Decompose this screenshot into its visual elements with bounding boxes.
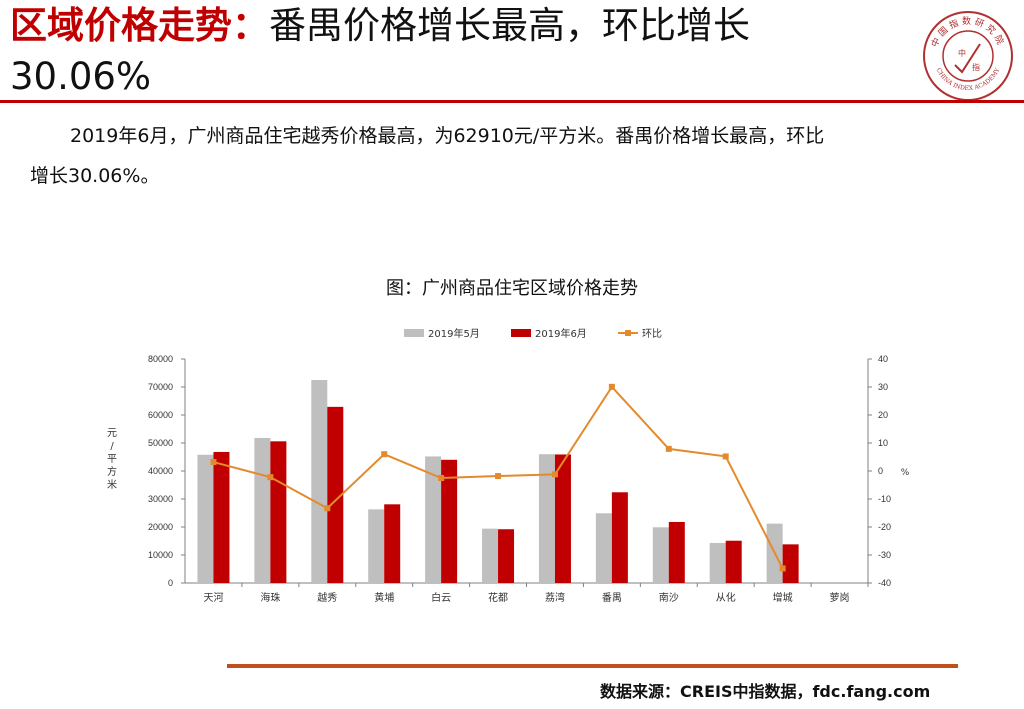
bar-june (611, 492, 628, 583)
mom-point (267, 474, 274, 481)
y-tick-label: 0 (168, 578, 173, 588)
chart-title: 图：广州商品住宅区域价格走势 (386, 278, 638, 299)
bar-june (725, 540, 742, 583)
legend-swatch (404, 329, 424, 337)
y2-tick-label: 0 (878, 466, 883, 476)
y-axis-label-char: 元 (107, 428, 117, 439)
y2-tick-label: -40 (878, 578, 891, 588)
y-tick-label: 20000 (148, 522, 173, 532)
bar-may (595, 513, 612, 583)
page-title-line2: 30.06% (10, 55, 152, 98)
x-tick-label: 黄埔 (374, 591, 394, 604)
x-tick-label: 南沙 (659, 591, 679, 604)
x-tick-label: 荔湾 (545, 591, 565, 604)
y-tick-label: 40000 (148, 466, 173, 476)
mom-point (381, 451, 388, 458)
bar-may (311, 380, 328, 583)
y-tick-label: 60000 (148, 410, 173, 420)
page-title-headline: 番禺价格增长最高，环比增长 (269, 4, 750, 47)
mom-point (608, 383, 615, 390)
svg-text:中国指数研究院: 中国指数研究院 (928, 15, 1007, 49)
x-tick-label: 海珠 (260, 591, 280, 604)
legend-label: 环比 (642, 328, 662, 340)
y-tick-label: 50000 (148, 438, 173, 448)
x-tick-label: 花都 (488, 591, 508, 604)
summary-line-2: 增长30.06%。 (30, 165, 160, 187)
bar-may (254, 437, 271, 583)
x-tick-label: 萝岗 (830, 592, 850, 604)
x-tick-label: 越秀 (317, 591, 337, 604)
bar-june (668, 521, 685, 583)
logo-top-text: 中国指数研究院 (928, 15, 1004, 49)
bar-june (554, 454, 571, 583)
header-divider (0, 100, 1024, 103)
y2-tick-label: -30 (878, 550, 891, 560)
china-index-academy-logo: 中国指数研究院 CHINA INDEX ACADEMY 中 指 (922, 10, 1014, 102)
page-title: 区域价格走势：番禺价格增长最高，环比增长 (10, 4, 910, 48)
svg-text:CHINA INDEX ACADEMY: CHINA INDEX ACADEMY (935, 66, 1002, 92)
bar-june (270, 441, 287, 583)
logo-center-text-1: 中 (958, 48, 966, 58)
bar-june (213, 451, 230, 583)
mom-point (438, 475, 445, 481)
y-tick-label: 80000 (148, 354, 173, 364)
legend-swatch-marker (625, 330, 631, 336)
legend-label: 2019年6月 (535, 327, 587, 340)
mom-point (665, 445, 672, 452)
price-trend-chart: 0 10000 20000 30000 40000 50000 60000 70000 8000… (107, 327, 910, 604)
bar-june (782, 544, 799, 583)
bar-june (498, 529, 515, 583)
mom-point (210, 459, 217, 466)
legend-label: 2019年5月 (428, 327, 480, 340)
y2-tick-label: 20 (878, 410, 888, 420)
y-axis-label-char: 平 (107, 454, 117, 465)
mom-point (722, 453, 729, 460)
summary-paragraph: 2019年6月，广州商品住宅越秀价格最高，为62910元/平方米。番禺价格增长最… (30, 116, 1000, 196)
bar-may (482, 528, 499, 583)
bar-may (709, 542, 726, 583)
y-tick-label: 30000 (148, 494, 173, 504)
y2-axis-label: % (901, 468, 910, 478)
y2-tick-label: 10 (878, 438, 888, 448)
mom-point (495, 473, 502, 480)
bar-may (652, 527, 669, 583)
bar-june (327, 406, 344, 583)
y2-tick-label: -10 (878, 494, 891, 504)
summary-line-1: 2019年6月，广州商品住宅越秀价格最高，为62910元/平方米。番禺价格增长最… (70, 125, 825, 147)
bar-may (197, 454, 214, 583)
y-axis-label-char: 米 (107, 478, 117, 491)
y2-tick-label: 30 (878, 382, 888, 392)
bar-may (425, 456, 442, 583)
x-tick-label: 天河 (203, 592, 223, 604)
y2-tick-label: 40 (878, 354, 888, 364)
bar-june (441, 459, 458, 583)
bar-may (538, 454, 555, 583)
mom-point (324, 505, 331, 512)
bar-may (368, 509, 385, 583)
y2-tick-label: -20 (878, 522, 891, 532)
seal-icon: 中国指数研究院 CHINA INDEX ACADEMY 中 指 (923, 11, 1013, 101)
logo-center-text-2: 指 (972, 62, 980, 72)
y-tick-label: 10000 (148, 550, 173, 560)
page-title-prefix: 区域价格走势： (10, 4, 269, 47)
y-axis-label-char: 方 (107, 465, 117, 478)
footer-divider (227, 664, 958, 668)
bar-june (384, 504, 401, 583)
mom-point (779, 565, 786, 572)
legend-swatch (511, 329, 531, 337)
logo-bottom-text: CHINA INDEX ACADEMY (935, 66, 1002, 92)
x-tick-label: 白云 (431, 591, 451, 604)
x-tick-label: 番禺 (602, 592, 622, 604)
data-source: 数据来源：CREIS中指数据，fdc.fang.com (600, 682, 931, 701)
x-tick-label: 增城 (773, 591, 793, 604)
y-axis-label-char: / (110, 441, 114, 452)
y-tick-label: 70000 (148, 382, 173, 392)
x-tick-label: 从化 (716, 591, 736, 604)
mom-point (551, 471, 558, 478)
